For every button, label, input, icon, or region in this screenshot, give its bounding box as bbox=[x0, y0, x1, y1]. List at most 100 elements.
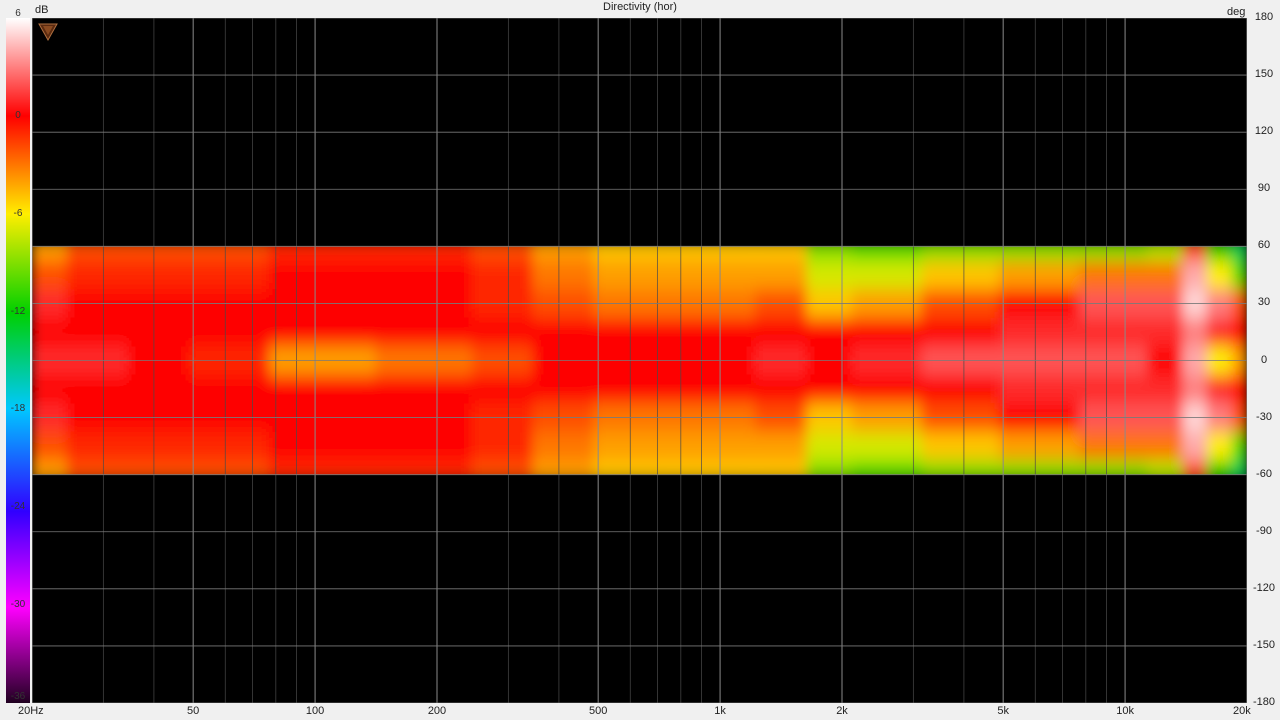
heatmap-cell bbox=[188, 374, 272, 404]
heatmap-cell bbox=[1147, 317, 1185, 347]
colorbar-tick-label: -30 bbox=[10, 599, 26, 611]
heatmap-cell bbox=[1206, 431, 1234, 461]
heatmap-cell bbox=[593, 460, 677, 475]
heatmap-cell bbox=[754, 260, 809, 290]
heatmap-cell bbox=[66, 317, 130, 347]
heatmap-cell bbox=[851, 317, 924, 347]
heatmap-cell bbox=[1079, 431, 1150, 461]
heatmap-cell bbox=[806, 260, 854, 290]
y-tick-label: -180 bbox=[1252, 696, 1276, 708]
heatmap-cell bbox=[806, 317, 854, 347]
heatmap-cell bbox=[375, 374, 474, 404]
heatmap-cell bbox=[188, 431, 272, 461]
x-tick-label: 1k bbox=[714, 705, 726, 717]
heatmap-cell bbox=[921, 460, 1001, 475]
colorbar-tick-label: -12 bbox=[10, 305, 26, 317]
x-tick-label: 10k bbox=[1116, 705, 1134, 717]
colorbar-tick-label: 6 bbox=[15, 8, 21, 19]
heatmap-cell bbox=[754, 246, 809, 261]
heatmap-cell bbox=[754, 317, 809, 347]
heatmap-cell bbox=[375, 431, 474, 461]
heatmap-cell bbox=[998, 246, 1082, 261]
heatmap-cell bbox=[375, 460, 474, 475]
heatmap-cell bbox=[1231, 374, 1247, 404]
heatmap-cell bbox=[806, 374, 854, 404]
heatmap-cell bbox=[1147, 260, 1185, 290]
heatmap-cell bbox=[674, 246, 757, 261]
x-tick-label: 2k bbox=[836, 705, 848, 717]
x-tick-label: 100 bbox=[305, 705, 325, 717]
heatmap-cell bbox=[127, 460, 191, 475]
heatmap-cell bbox=[1079, 460, 1150, 475]
heatmap-cell bbox=[471, 460, 535, 475]
heatmap-cell bbox=[1206, 374, 1234, 404]
heatmap-cell bbox=[1147, 246, 1185, 261]
heatmap-cell bbox=[1231, 317, 1247, 347]
heatmap-cell bbox=[921, 317, 1001, 347]
heatmap-cell bbox=[921, 260, 1001, 290]
heatmap-cell bbox=[66, 246, 130, 261]
heatmap-cell bbox=[471, 246, 535, 261]
heatmap-cell bbox=[471, 374, 535, 404]
heatmap-cell bbox=[1182, 460, 1209, 475]
heatmap-cell bbox=[32, 460, 69, 475]
heatmap-cell bbox=[32, 260, 69, 290]
heatmap-cell bbox=[532, 260, 596, 290]
heatmap-cell bbox=[1231, 246, 1247, 261]
heatmap-cell bbox=[1079, 317, 1150, 347]
x-tick-label: 500 bbox=[588, 705, 608, 717]
heatmap-cell bbox=[674, 317, 757, 347]
y-tick-label: 30 bbox=[1257, 296, 1271, 309]
heatmap-cell bbox=[851, 246, 924, 261]
heatmap-cell bbox=[188, 460, 272, 475]
heatmap-cell bbox=[32, 246, 69, 261]
y-axis-unit-label: deg bbox=[1227, 6, 1246, 18]
x-tick-label: 20Hz bbox=[18, 705, 44, 717]
colorbar-tick-label: -6 bbox=[13, 207, 23, 219]
heatmap-cell bbox=[921, 431, 1001, 461]
heatmap-cell bbox=[127, 246, 191, 261]
y-tick-label: 90 bbox=[1257, 182, 1271, 195]
heatmap-cell bbox=[851, 260, 924, 290]
x-tick-label: 50 bbox=[187, 705, 200, 717]
heatmap-cell bbox=[1231, 431, 1247, 461]
heatmap-cell bbox=[532, 374, 596, 404]
heatmap-cell bbox=[532, 246, 596, 261]
heatmap-cell bbox=[998, 460, 1082, 475]
heatmap-cell bbox=[674, 374, 757, 404]
heatmap-cell bbox=[851, 374, 924, 404]
heatmap-cell bbox=[188, 246, 272, 261]
heatmap-cell bbox=[921, 246, 1001, 261]
y-tick-label: 0 bbox=[1260, 353, 1268, 366]
heatmap-cell bbox=[471, 260, 535, 290]
heatmap-cell bbox=[851, 460, 924, 475]
heatmap-cell bbox=[674, 431, 757, 461]
heatmap-cell bbox=[127, 374, 191, 404]
colorbar-tick-label: -18 bbox=[10, 403, 26, 415]
heatmap-cell bbox=[1147, 431, 1185, 461]
y-tick-label: -30 bbox=[1256, 410, 1272, 423]
heatmap-cell bbox=[806, 431, 854, 461]
y-tick-label: -60 bbox=[1256, 467, 1272, 480]
heatmap-cell bbox=[127, 260, 191, 290]
heatmap-cell bbox=[1147, 460, 1185, 475]
heatmap-cell bbox=[269, 260, 378, 290]
heatmap-cell bbox=[1231, 260, 1247, 290]
heatmap-cell bbox=[593, 431, 677, 461]
heatmap-cell bbox=[1182, 260, 1209, 290]
heatmap-cell bbox=[375, 246, 474, 261]
heatmap-cell bbox=[1206, 460, 1234, 475]
heatmap-cell bbox=[375, 317, 474, 347]
heatmap-cell bbox=[921, 374, 1001, 404]
heatmap-cell bbox=[1182, 317, 1209, 347]
heatmap-cell bbox=[269, 460, 378, 475]
heatmap-cell bbox=[851, 431, 924, 461]
heatmap-cell bbox=[593, 246, 677, 261]
x-tick-label: 20k bbox=[1233, 705, 1251, 717]
heatmap-cell bbox=[754, 431, 809, 461]
heatmap-cell bbox=[532, 431, 596, 461]
heatmap-cell bbox=[269, 246, 378, 261]
heatmap-cell bbox=[754, 460, 809, 475]
heatmap-cell bbox=[806, 246, 854, 261]
heatmap-cell bbox=[593, 374, 677, 404]
